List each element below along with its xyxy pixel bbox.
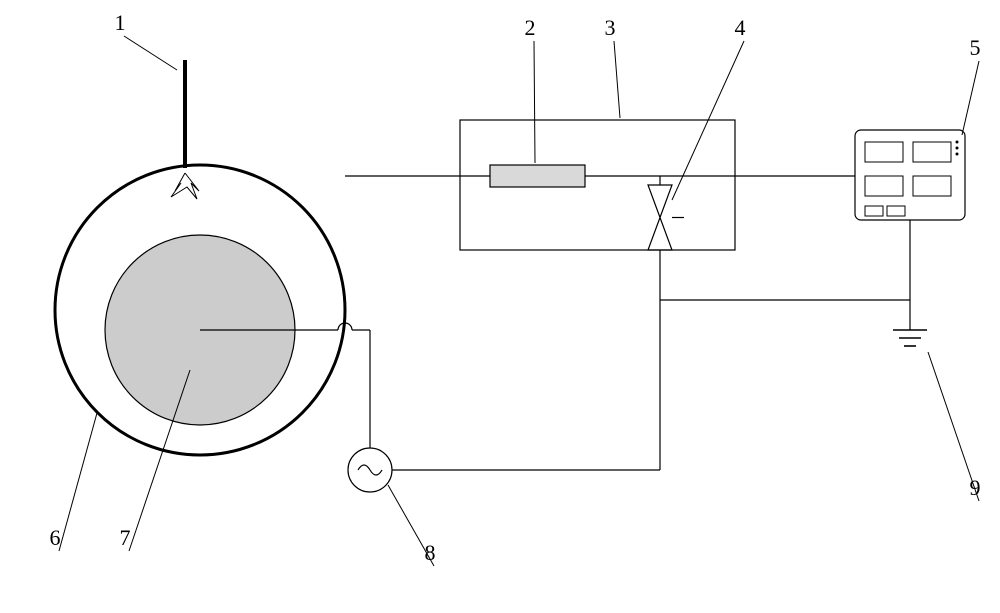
monitor-subcell xyxy=(865,206,883,216)
monitor-cell xyxy=(913,176,951,196)
label-7: 7 xyxy=(120,525,131,550)
resistor xyxy=(490,165,585,187)
monitor-dot xyxy=(956,141,959,144)
monitor-subcell xyxy=(887,206,905,216)
label-4: 4 xyxy=(735,15,746,40)
label-leader-6 xyxy=(59,413,97,551)
label-3: 3 xyxy=(605,15,616,40)
diode-upper xyxy=(648,185,672,218)
label-leader-1 xyxy=(124,36,177,70)
label-leader-2 xyxy=(534,41,535,163)
label-6: 6 xyxy=(50,525,61,550)
label-leader-5 xyxy=(962,61,979,135)
spark-icon xyxy=(171,173,199,199)
diode-lower xyxy=(648,218,672,251)
label-1: 1 xyxy=(115,10,126,35)
monitor-cell xyxy=(865,176,903,196)
ac-sine-icon xyxy=(358,465,382,475)
monitor-cell xyxy=(913,142,951,162)
label-9: 9 xyxy=(970,475,981,500)
label-leader-3 xyxy=(614,41,620,118)
label-5: 5 xyxy=(970,35,981,60)
monitor-dot xyxy=(956,147,959,150)
label-2: 2 xyxy=(525,15,536,40)
label-8: 8 xyxy=(425,540,436,565)
monitor-dot xyxy=(956,153,959,156)
monitor-cell xyxy=(865,142,903,162)
